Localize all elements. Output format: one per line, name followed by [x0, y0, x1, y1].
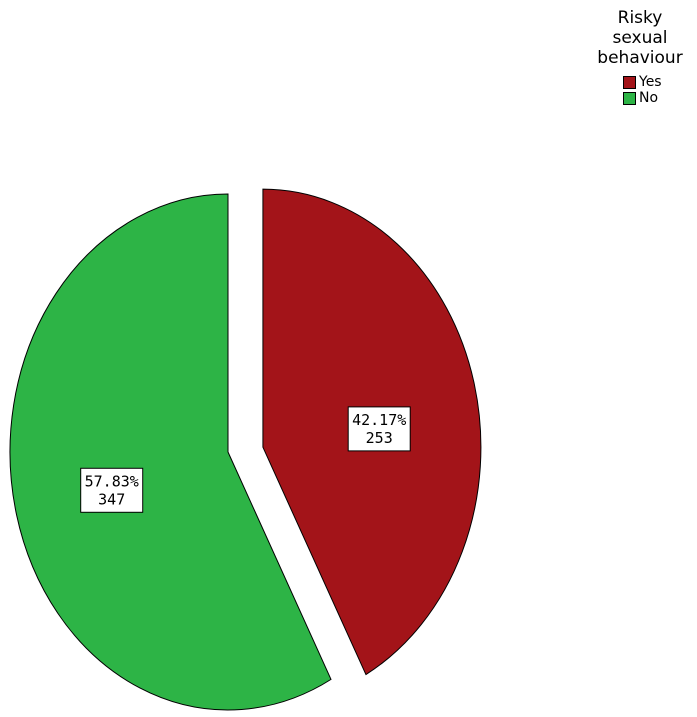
- pie-slice-no: [9, 193, 332, 711]
- legend-title-line-1: Risky: [617, 8, 663, 28]
- legend: Risky sexual behaviour Yes No: [585, 8, 695, 106]
- data-label-no: 57.83%347: [80, 467, 144, 513]
- data-label-yes: 42.17%253: [347, 406, 411, 452]
- legend-label-no: No: [639, 90, 659, 106]
- legend-title-line-2: sexual: [612, 28, 668, 48]
- legend-title: Risky sexual behaviour: [585, 8, 695, 68]
- data-label-count-yes: 253: [366, 429, 393, 447]
- legend-label-yes: Yes: [639, 74, 662, 90]
- data-label-count-no: 347: [98, 490, 125, 508]
- legend-item-yes: Yes: [623, 74, 695, 90]
- legend-swatch-yes: [623, 75, 636, 89]
- data-label-percent-no: 57.83%: [85, 472, 139, 490]
- legend-swatch-no: [623, 91, 636, 105]
- legend-title-line-3: behaviour: [597, 48, 683, 68]
- legend-item-no: No: [623, 90, 695, 106]
- data-label-percent-yes: 42.17%: [352, 411, 406, 429]
